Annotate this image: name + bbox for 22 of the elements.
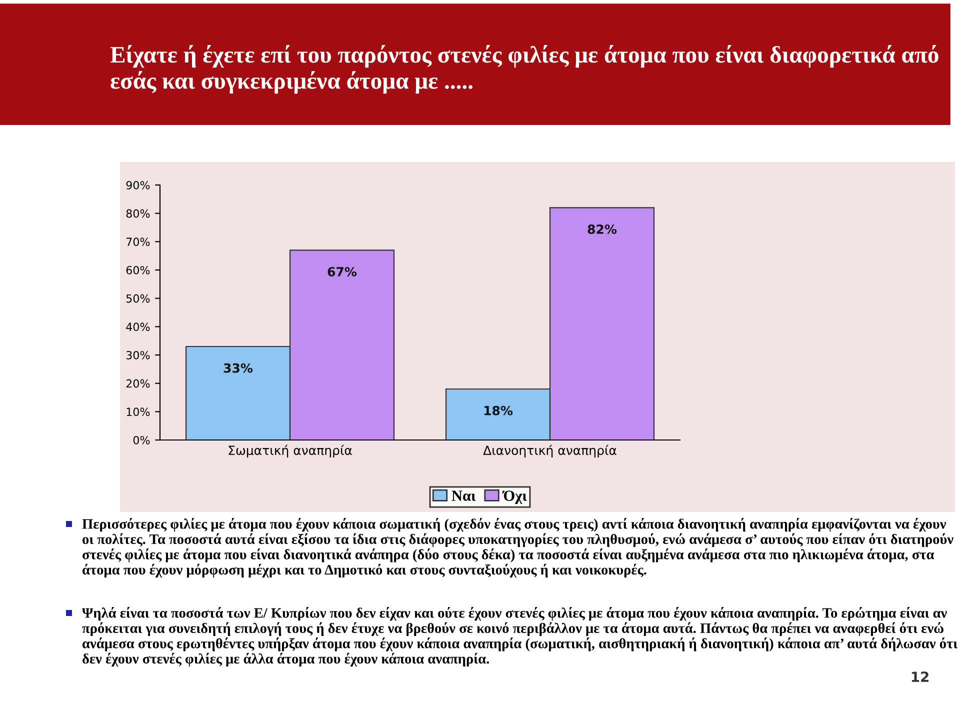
data-label: 82%	[588, 224, 617, 234]
y-tick-label: 0%	[133, 436, 150, 444]
data-label: 33%	[224, 363, 253, 373]
y-tick-label: 80%	[126, 209, 150, 218]
y-tick-label: 40%	[126, 322, 150, 332]
text: Περισσότερες φιλίες με άτομα που έχουν κάποια σωματική (σχεδόν ένας στους τρεις) αντί κάποια διανοητική αναπηρία εμφανίζονται να έχουν οι πολίτες. Τα ποσοστά αυτά είναι εξίσου τα ίδια στις διάφορες υποκατηγορίες του πληθυσμού, ενώ ανάμεσα σ’ αυτούς που είπαν ότι διατηρούν στενές φιλίες με άτομα που είναι διανοητικά ανάπηρα (δύο στους δέκα) τα ποσοστά είναι αυξημένα ανάμεσα στα πιο ηλικιωμένα άτομα, στα άτομα που έχουν μόρφωση μέχρι και το Δημοτικό και στους συνταξιούχους ή και νοικοκυρές.	[82, 518, 954, 578]
y-tick-label: 50%	[126, 294, 150, 303]
y-tick-label: 30%	[126, 350, 150, 360]
y-tick-label: 70%	[126, 238, 150, 246]
text: 12	[912, 672, 928, 682]
x-tick-label: Διανοητική αναπηρία	[483, 444, 616, 458]
chart-title: Είχατε ή έχετε επί του παρόντος στενές φιλίες με άτομα που είναι διαφορετικά από εσάς και συγκεκριμένα άτομα με .....	[110, 45, 938, 94]
x-tick-label: Σωματική αναπηρία	[228, 444, 352, 458]
legend-label: Όχι	[502, 490, 527, 504]
legend-label: Ναι	[452, 490, 476, 501]
y-tick-label: 20%	[126, 379, 150, 388]
text: Ψηλά είναι τα ποσοστά των Ε/ Κυπρίων που δεν είχαν και ούτε έχουν στενές φιλίες με άτομα που έχουν κάποια αναπηρία. Το ερώτημα είναι αν πρόκειται για συνειδητή επιλογή τους ή δεν έτυχε να βρεθούν σε κοινό περιβάλλον με τα άτομα αυτά. Πάντως θα πρέπει να αναφερθεί ότι ενώ ανάμεσα στους ερωτηθέντες υπήρξαν άτομα που έχουν κάποια αναπηρία (σωματική, αισθητηριακή ή διανοητική) κάποια απ’ αυτά δήλωσαν ότι δεν έχουν στενές φιλίες με άλλα άτομα που έχουν κάποια αναπηρία.	[82, 607, 958, 666]
data-label: 18%	[484, 406, 513, 416]
data-label: 67%	[328, 267, 357, 276]
y-tick-label: 90%	[126, 180, 150, 190]
y-tick-label: 60%	[126, 266, 150, 274]
y-tick-label: 10%	[126, 408, 150, 416]
